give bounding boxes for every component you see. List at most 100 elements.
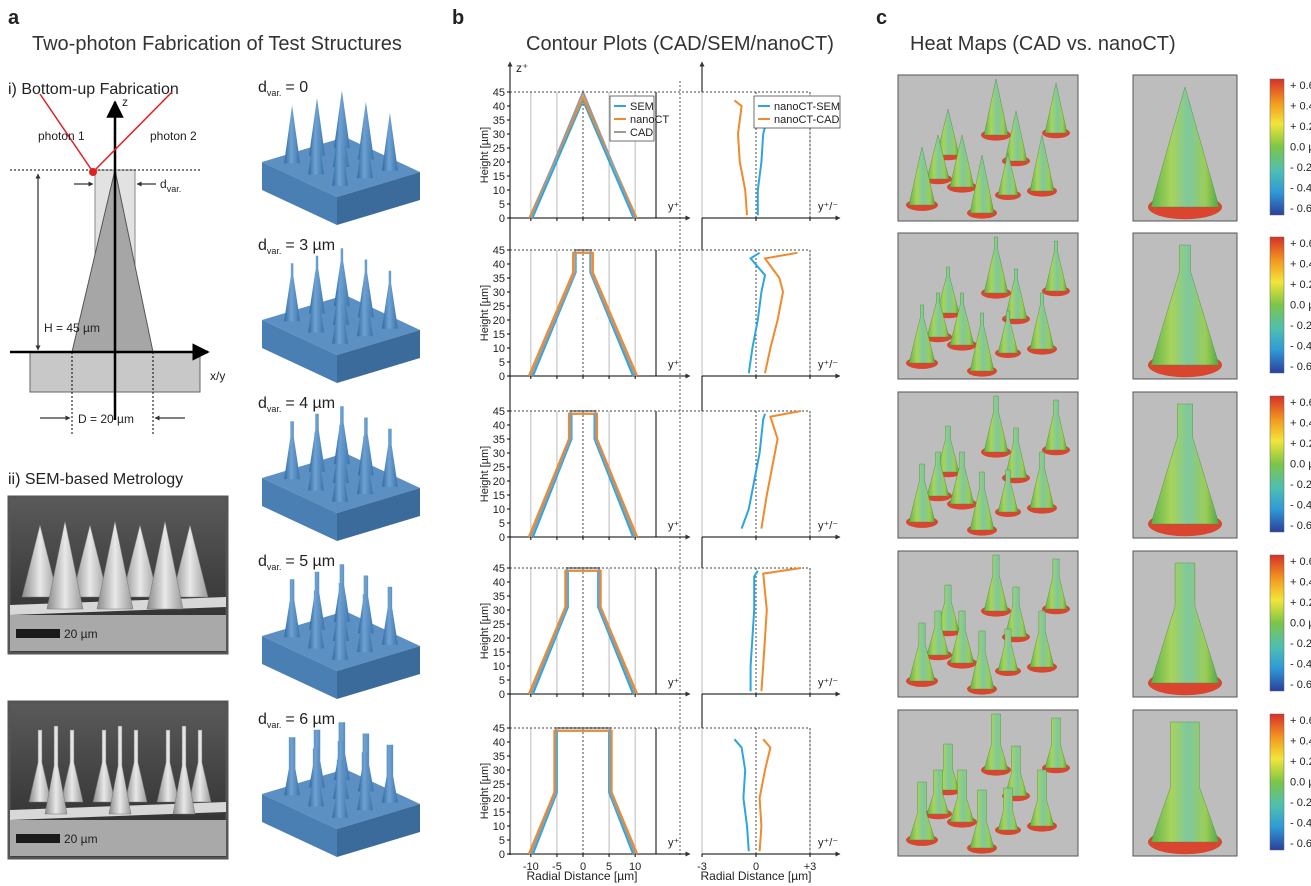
label: y⁺ [668,677,680,689]
sem-cone [172,725,196,815]
label: - 0.2 µm [1290,638,1311,650]
heatmap-cone [908,463,936,523]
block-right [337,488,420,541]
label: 35 [493,115,505,127]
label: Height [µm] [479,285,491,341]
sem-cone [46,520,84,610]
label: 40 [493,101,505,113]
label: 30 [493,287,505,299]
label: 35 [493,591,505,603]
label: y⁺ [668,201,680,213]
symbol: d [258,237,267,254]
profile-line [760,567,802,692]
heatmap-cone [1150,403,1220,525]
heatmap-cone [997,787,1019,831]
profile-line [740,413,766,529]
rendered-cone [308,590,325,649]
d-var-label: dvar. = 5 µm [258,553,335,572]
symbol: d [258,711,267,728]
colorbar [1269,395,1285,533]
label: + 0.2 µm [1290,279,1311,291]
label: 40 [493,737,505,749]
label: y⁺/⁻ [818,359,838,371]
heatmap-cone [926,292,950,338]
label: 0 [499,689,505,701]
label: 20 µm [64,627,98,641]
heatmap-cone [1004,427,1028,479]
label: 20 µm [64,832,98,846]
sem-cone [60,729,84,803]
symbol: d [258,395,267,412]
heatmap-cone [1004,745,1028,797]
legend [753,95,841,129]
sem-cone [171,524,209,598]
label: y⁺ [668,359,680,371]
label: 0.0 µm [1290,300,1311,312]
sem-cone [44,725,68,815]
line [92,91,173,173]
heatmap-cone [997,628,1019,672]
symbol: d [258,553,267,570]
label: SEM [630,101,654,113]
rendered-cone [381,270,398,329]
heatmap-cone [1150,562,1220,684]
profile-line [527,412,639,538]
profile-line [529,727,637,855]
block-left [262,478,337,541]
label: 25 [493,143,505,155]
label: 0.0 µm [1290,618,1311,630]
sem-cone [121,524,159,598]
label: - 0.6 µm [1290,203,1311,215]
colorbar [1269,554,1285,692]
label: D = 20 µm [78,412,134,426]
label: 45 [493,406,505,418]
label: 25 [493,301,505,313]
label: 20 [493,633,505,645]
rendered-cone [357,436,373,495]
label: 15 [493,807,505,819]
sem-cone [188,729,212,803]
label: 45 [493,245,505,257]
label: 10 [493,504,505,516]
label: -10 [523,861,539,873]
label: z⁺ [516,61,528,75]
rendered-cone [332,443,349,502]
profile-line [733,99,748,216]
block-left [262,162,337,225]
label: 45 [493,87,505,99]
d-var-label: dvar. = 0 [258,79,308,98]
heatmap-cone [1004,110,1028,162]
heatmap-cone [983,554,1009,612]
symbol: d [258,79,267,96]
label: 10 [629,861,641,873]
label: 10 [493,821,505,833]
heatmap-cone [1004,586,1028,638]
label: a [8,7,20,29]
label: 20 [493,793,505,805]
label: 20 [493,315,505,327]
rendered-cone [357,594,373,653]
heatmap-cone [983,713,1009,771]
rendered-cone [332,127,349,186]
profile-line [531,97,635,219]
rendered-cone [357,278,373,337]
label: y⁺ [668,520,680,532]
label: photon 2 [150,129,197,143]
heatmap-cone [908,304,936,364]
subscript: var. [267,562,282,572]
label: - 0.4 µm [1290,500,1311,512]
label: 0 [499,213,505,225]
label: nanoCT [630,114,669,126]
rendered-cone [332,285,349,344]
label: 35 [493,434,505,446]
heatmap-cone [1150,86,1220,208]
label: + 0.2 µm [1290,597,1311,609]
heatmap-cone [1029,292,1055,350]
label: y⁺/⁻ [818,201,838,213]
label: 40 [493,420,505,432]
label: CAD [630,127,653,139]
heatmap-cone [949,134,975,188]
label: 45 [493,563,505,575]
label: 40 [493,577,505,589]
heatmap-cone [949,769,975,823]
